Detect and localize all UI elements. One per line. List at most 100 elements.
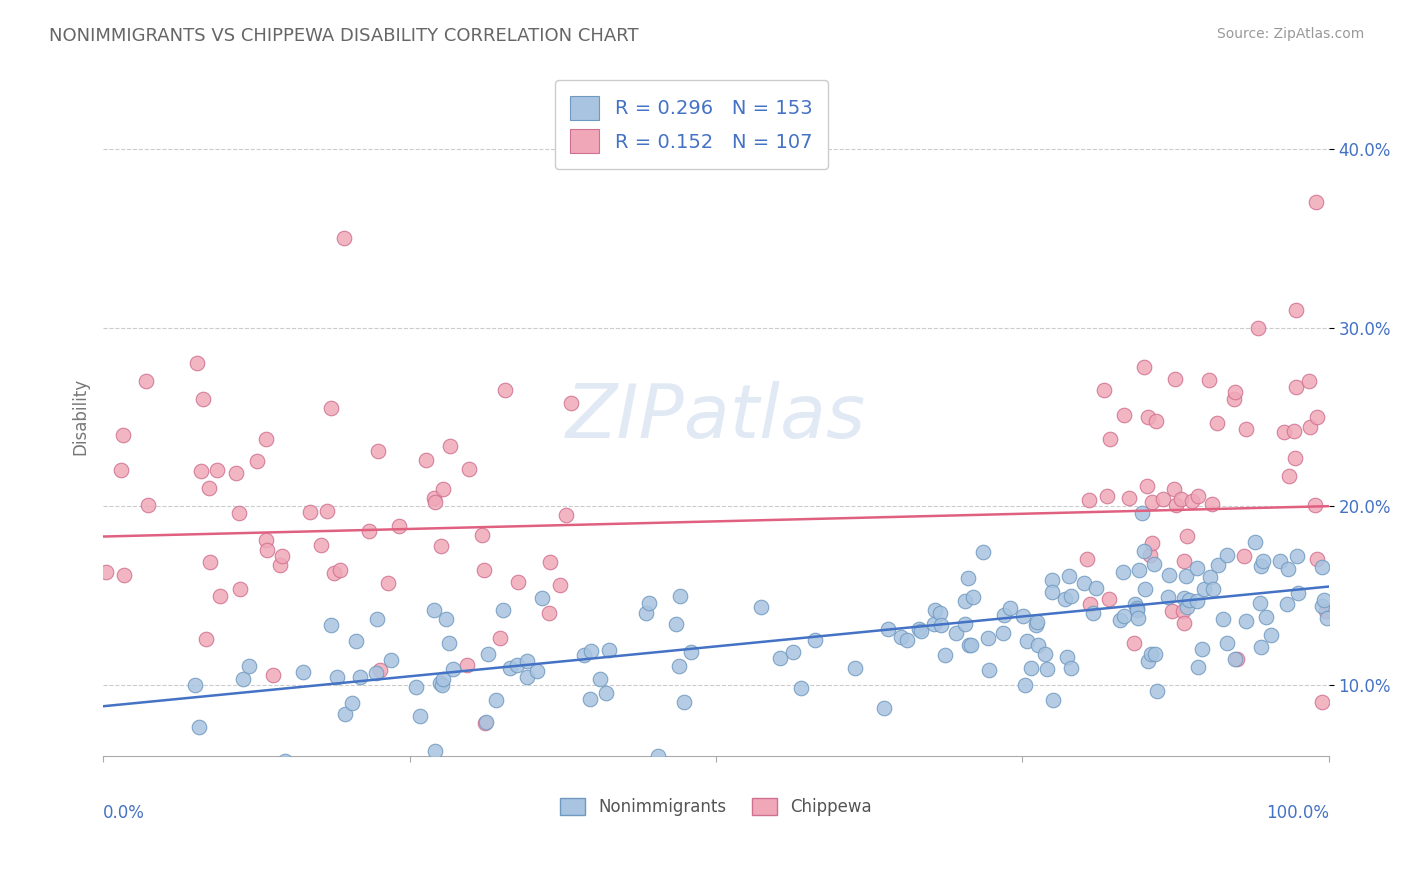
Point: [976, 631, 998, 645]
Point: [1181, 494, 1204, 508]
Point: [1073, 576, 1095, 591]
Point: [1136, 479, 1159, 493]
Point: [1033, 648, 1056, 662]
Point: [581, 644, 603, 658]
Point: [962, 591, 984, 605]
Point: [1244, 534, 1267, 549]
Point: [1042, 584, 1064, 599]
Point: [1277, 561, 1299, 575]
Point: [228, 506, 250, 520]
Point: [555, 508, 578, 522]
Point: [388, 519, 411, 533]
Point: [434, 612, 457, 626]
Point: [665, 616, 688, 631]
Point: [319, 401, 342, 415]
Point: [1226, 652, 1249, 666]
Point: [1014, 678, 1036, 692]
Point: [782, 645, 804, 659]
Point: [1278, 469, 1301, 483]
Point: [315, 504, 337, 518]
Point: [238, 658, 260, 673]
Point: [896, 633, 918, 648]
Point: [475, 714, 498, 729]
Point: [335, 707, 357, 722]
Point: [1174, 568, 1197, 582]
Point: [1202, 582, 1225, 597]
Point: [322, 566, 344, 581]
Point: [1092, 383, 1115, 397]
Point: [1316, 611, 1339, 625]
Point: [1112, 565, 1135, 579]
Point: [1173, 554, 1195, 568]
Point: [637, 596, 659, 610]
Point: [1019, 661, 1042, 675]
Point: [669, 590, 692, 604]
Point: [270, 549, 292, 563]
Point: [429, 675, 451, 690]
Point: [1144, 414, 1167, 428]
Point: [262, 668, 284, 682]
Point: [1282, 424, 1305, 438]
Point: [366, 666, 388, 681]
Point: [429, 539, 451, 553]
Point: [186, 356, 208, 370]
Point: [877, 622, 900, 636]
Point: [1112, 608, 1135, 623]
Point: [945, 625, 967, 640]
Point: [890, 630, 912, 644]
Point: [977, 663, 1000, 677]
Point: [1310, 599, 1333, 614]
Point: [1310, 559, 1333, 574]
Point: [1192, 582, 1215, 597]
Point: [1139, 548, 1161, 562]
Point: [1222, 392, 1244, 406]
Point: [1026, 638, 1049, 652]
Point: [910, 624, 932, 639]
Point: [477, 647, 499, 661]
Point: [579, 692, 602, 706]
Point: [1170, 492, 1192, 507]
Point: [423, 495, 446, 509]
Point: [1205, 417, 1227, 431]
Point: [136, 498, 159, 512]
Point: [415, 453, 437, 467]
Point: [494, 383, 516, 397]
Point: [1142, 494, 1164, 508]
Point: [589, 672, 612, 686]
Point: [922, 616, 945, 631]
Point: [1171, 604, 1194, 618]
Point: [1234, 615, 1257, 629]
Point: [516, 654, 538, 668]
Point: [1133, 543, 1156, 558]
Point: [1191, 641, 1213, 656]
Point: [934, 648, 956, 662]
Point: [1185, 561, 1208, 575]
Point: [368, 664, 391, 678]
Point: [422, 603, 444, 617]
Point: [359, 524, 381, 538]
Point: [471, 528, 494, 542]
Point: [751, 599, 773, 614]
Point: [340, 696, 363, 710]
Point: [1178, 593, 1201, 607]
Point: [1056, 649, 1078, 664]
Point: [1123, 597, 1146, 611]
Point: [333, 231, 356, 245]
Point: [960, 638, 983, 652]
Point: [804, 632, 827, 647]
Point: [1223, 384, 1246, 399]
Point: [319, 617, 342, 632]
Point: [1260, 628, 1282, 642]
Point: [598, 643, 620, 657]
Point: [1234, 422, 1257, 436]
Point: [844, 660, 866, 674]
Point: [1199, 569, 1222, 583]
Point: [789, 681, 811, 696]
Point: [425, 744, 447, 758]
Point: [1098, 591, 1121, 606]
Point: [1175, 600, 1198, 615]
Point: [273, 756, 295, 771]
Point: [1299, 419, 1322, 434]
Point: [672, 695, 695, 709]
Point: [184, 678, 207, 692]
